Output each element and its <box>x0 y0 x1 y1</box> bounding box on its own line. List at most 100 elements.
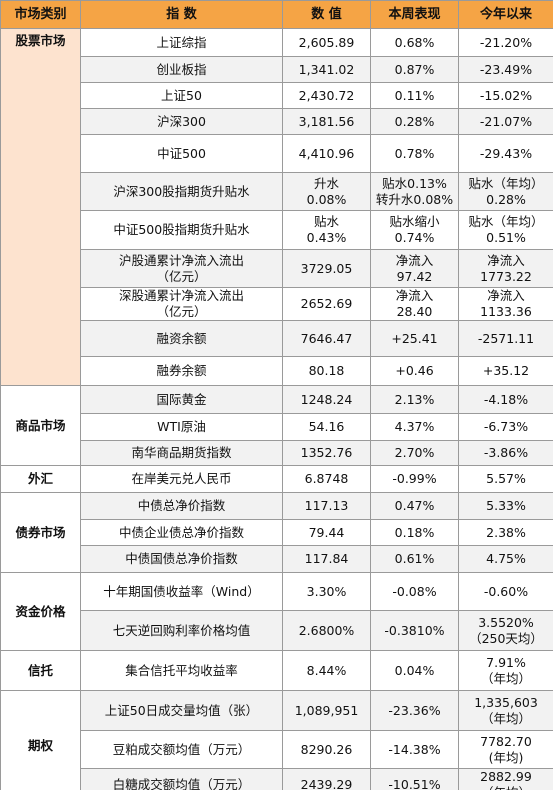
data-row: 南华商品期货指数 1352.76 2.70% -3.86% <box>1 440 553 466</box>
header-row: 市场类别指 数数 值本周表现 今年以来 <box>0 0 553 29</box>
week-change: 4.37% <box>370 413 459 441</box>
category-cell: 外汇 <box>0 465 81 493</box>
value: 4,410.96 <box>282 134 371 173</box>
data-row: 上证50 2,430.72 0.11% -15.02% <box>1 82 553 109</box>
value: 2652.69 <box>282 287 371 321</box>
index-name: 中证500股指期货升贴水 <box>80 210 283 250</box>
index-name: 集合信托平均收益率 <box>80 650 283 691</box>
data-row: 深股通累计净流入流出 （亿元） 2652.69 净流入 28.40 净流入 1133.… <box>1 287 553 321</box>
data-row: 白糖成交额均值（万元）2439.29-10.51%2882.99 （年均） <box>1 768 553 790</box>
ytd-change: -23.49% <box>458 56 553 83</box>
index-name: 融券余额 <box>80 356 283 386</box>
ytd-change: 贴水（年均） 0.28% <box>458 172 553 211</box>
week-change: 0.04% <box>370 650 459 691</box>
data-row: 中债企业债总净价指数 79.44 0.18% 2.38% <box>1 519 553 546</box>
ytd-change: 5.57% <box>458 465 553 493</box>
index-name: 中债总净价指数 <box>80 492 283 520</box>
value: 2,430.72 <box>282 82 371 109</box>
data-row: 商品市场 国际黄金 1248.24 2.13% -4.18% <box>0 385 553 466</box>
data-row: 期权 上证50日成交量均值（张） 1,089,951 -23.36% 1,335,603… <box>0 690 553 790</box>
ytd-change: -3.86% <box>458 440 553 466</box>
ytd-change: -0.60% <box>458 572 553 611</box>
header-cell: 指 数 <box>80 0 283 29</box>
category-cell: 信托 <box>0 650 81 691</box>
value: 1,341.02 <box>282 56 371 83</box>
index-name: 上证50日成交量均值（张） <box>80 690 283 731</box>
category-cell: 期权 <box>0 690 81 790</box>
data-row: 融券余额 80.18 +0.46 +35.12 <box>1 356 553 386</box>
value: 2.6800% <box>282 610 371 651</box>
value: 1248.24 <box>282 385 371 414</box>
week-change: 0.47% <box>370 492 459 520</box>
week-change: 贴水0.13% 转升水0.08% <box>370 172 459 211</box>
index-name: 白糖成交额均值（万元） <box>80 768 283 790</box>
category-cell: 商品市场 <box>0 385 81 466</box>
data-row: 沪深300 3,181.56 0.28% -21.07% <box>1 108 553 135</box>
value: 1352.76 <box>282 440 371 466</box>
data-row: WTI原油 54.16 4.37% -6.73% <box>1 413 553 441</box>
index-name: 在岸美元兑人民币 <box>80 465 283 493</box>
value: 3,181.56 <box>282 108 371 135</box>
week-change: -0.99% <box>370 465 459 493</box>
value: 贴水 0.43% <box>282 210 371 250</box>
week-change: 0.18% <box>370 519 459 546</box>
category-cell: 资金价格 <box>0 572 81 651</box>
value: 79.44 <box>282 519 371 546</box>
week-change: 净流入 97.42 <box>370 249 459 288</box>
week-change: 0.11% <box>370 82 459 109</box>
category-cell: 债券市场 <box>0 492 81 573</box>
week-change: 0.68% <box>370 28 459 57</box>
index-name: 中债企业债总净价指数 <box>80 519 283 546</box>
week-change: -14.38% <box>370 730 459 769</box>
index-name: 十年期国债收益率（Wind） <box>80 572 283 611</box>
data-row: 信托 集合信托平均收益率 8.44% 0.04% 7.91% （年均） <box>0 650 553 691</box>
value: 1,089,951 <box>282 690 371 731</box>
index-name: 中债国债总净价指数 <box>80 545 283 573</box>
index-name: 沪股通累计净流入流出 （亿元） <box>80 249 283 288</box>
index-name: 创业板指 <box>80 56 283 83</box>
data-row: 资金价格 十年期国债收益率（Wind） 3.30% -0.08% -0.60% <box>0 572 553 651</box>
ytd-change: 贴水（年均） 0.51% <box>458 210 553 250</box>
data-row: 外汇 在岸美元兑人民币 6.8748 -0.99% 5.57% <box>0 465 553 493</box>
ytd-change: -21.20% <box>458 28 553 57</box>
ytd-change: -21.07% <box>458 108 553 135</box>
data-row: 股票市场 上证综指 2,605.89 0.68% -21.20% <box>0 28 553 386</box>
data-row: 沪深300股指期货升贴水 升水 0.08% 贴水0.13% 转升水0.08% 贴水（年… <box>1 172 553 211</box>
ytd-change: 净流入 1773.22 <box>458 249 553 288</box>
value: 2439.29 <box>282 768 371 790</box>
ytd-change: 1,335,603 （年均） <box>458 690 553 731</box>
value: 6.8748 <box>282 465 371 493</box>
week-change: -23.36% <box>370 690 459 731</box>
ytd-change: 2882.99 （年均） <box>458 768 553 790</box>
week-change: 2.13% <box>370 385 459 414</box>
index-name: WTI原油 <box>80 413 283 441</box>
value: 54.16 <box>282 413 371 441</box>
value: 3.30% <box>282 572 371 611</box>
week-change: 0.78% <box>370 134 459 173</box>
index-name: 南华商品期货指数 <box>80 440 283 466</box>
index-name: 沪深300股指期货升贴水 <box>80 172 283 211</box>
index-name: 深股通累计净流入流出 （亿元） <box>80 287 283 321</box>
index-name: 七天逆回购利率价格均值 <box>80 610 283 651</box>
index-name: 沪深300 <box>80 108 283 135</box>
week-change: 贴水缩小 0.74% <box>370 210 459 250</box>
category-cell: 股票市场 <box>0 28 81 386</box>
value: 升水 0.08% <box>282 172 371 211</box>
data-row: 七天逆回购利率价格均值 2.6800% -0.3810% 3.5520% （250天均… <box>1 610 553 651</box>
ytd-change: +35.12 <box>458 356 553 386</box>
ytd-change: -29.43% <box>458 134 553 173</box>
data-row: 债券市场 中债总净价指数 117.13 0.47% 5.33% <box>0 492 553 573</box>
week-change: 0.87% <box>370 56 459 83</box>
data-row: 豆粕成交额均值（万元） 8290.26 -14.38% 7782.70 (年均) <box>1 730 553 769</box>
data-row: 融资余额 7646.47 +25.41 -2571.11 <box>1 320 553 357</box>
week-change: -10.51% <box>370 768 459 790</box>
week-change: -0.08% <box>370 572 459 611</box>
ytd-change: -2571.11 <box>458 320 553 357</box>
value: 3729.05 <box>282 249 371 288</box>
index-name: 上证50 <box>80 82 283 109</box>
ytd-change: 5.33% <box>458 492 553 520</box>
ytd-change: 2.38% <box>458 519 553 546</box>
value: 117.84 <box>282 545 371 573</box>
